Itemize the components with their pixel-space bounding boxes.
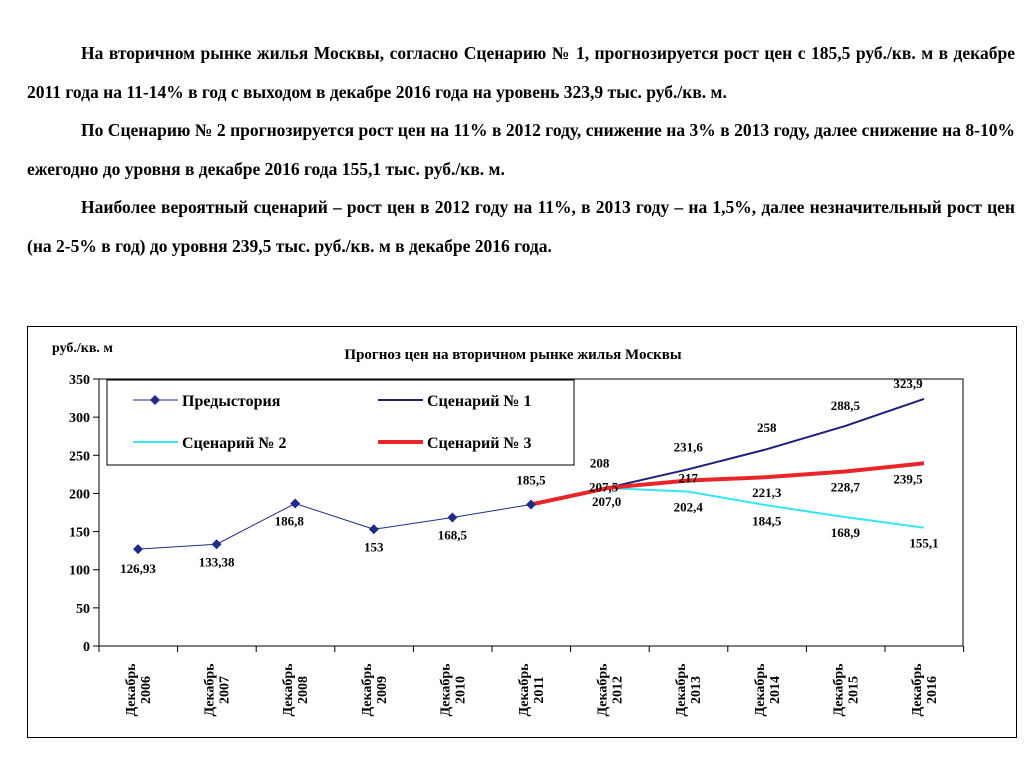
data-label: 168,9	[831, 525, 861, 540]
data-label: 202,4	[674, 500, 704, 515]
data-label: 153	[364, 539, 384, 554]
x-tick-label-month: Декабрь	[438, 663, 453, 717]
x-tick-label-year: 2015	[846, 676, 861, 704]
x-tick-label-year: 2014	[768, 676, 783, 704]
x-tick-label-year: 2006	[139, 676, 154, 704]
data-label: 208	[590, 455, 610, 470]
x-tick-label: Декабрь 2013	[674, 663, 704, 717]
data-label: 185,5	[516, 472, 546, 487]
paragraph-scenario-2: По Сценарию № 2 прогнозируется рост цен …	[27, 120, 1015, 179]
x-tick-label: Декабрь 2016	[910, 663, 940, 717]
x-tick-label-month: Декабрь	[124, 663, 139, 717]
x-tick-label-month: Декабрь	[831, 663, 846, 717]
x-tick-label: Декабрь 2009	[360, 663, 390, 717]
data-label: 155,1	[909, 536, 938, 551]
data-label: 168,5	[438, 527, 468, 542]
data-label: 221,3	[752, 485, 782, 500]
x-tick-label: Декабрь 2007	[203, 663, 233, 717]
plot-area	[98, 378, 964, 647]
legend-label: Предыстория	[182, 393, 281, 410]
data-label: 207,5	[589, 480, 619, 495]
legend-label: Сценарий № 1	[427, 393, 532, 410]
chart-frame: руб./кв. м Прогноз цен на вторичном рынк…	[27, 326, 1017, 738]
x-tick-label: Декабрь 2006	[124, 663, 154, 717]
x-tick-label: Декабрь 2014	[753, 663, 783, 717]
x-tick-label-month: Декабрь	[910, 663, 925, 717]
legend-entry: Сценарий № 2	[133, 435, 287, 452]
chart-legend: Предыстория Сценарий № 1 Сценарий № 2 Сцена…	[106, 379, 575, 466]
legend-label: Сценарий № 2	[182, 435, 287, 452]
data-label: 288,5	[831, 398, 861, 413]
x-tick-label-month: Декабрь	[753, 663, 768, 717]
data-label: 239,5	[893, 471, 923, 486]
body-text: На вторичном рынке жилья Москвы, согласн…	[27, 34, 1015, 265]
y-tick-label: 50	[76, 602, 90, 617]
data-point-marker	[368, 524, 379, 535]
x-tick-label-month: Декабрь	[360, 663, 375, 717]
y-axis-unit-label: руб./кв. м	[52, 341, 113, 356]
x-tick-label-year: 2016	[925, 676, 940, 704]
legend-entry: Предыстория	[133, 393, 281, 410]
x-tick-label-year: 2010	[453, 676, 468, 704]
data-label: 133,38	[199, 554, 235, 569]
data-label: 323,9	[893, 376, 923, 391]
data-label: 184,5	[752, 513, 782, 528]
y-tick-label: 350	[69, 373, 90, 388]
data-point-marker	[447, 512, 458, 523]
x-tick-label-year: 2011	[532, 676, 547, 703]
y-tick-label: 300	[69, 411, 90, 426]
price-forecast-chart: руб./кв. м Прогноз цен на вторичном рынк…	[52, 341, 965, 717]
x-tick-label: Декабрь 2015	[831, 663, 861, 717]
data-label: 217	[678, 470, 698, 485]
data-label: 126,93	[120, 561, 156, 576]
series-line	[530, 461, 925, 507]
x-tick-label-year: 2012	[611, 676, 626, 704]
y-tick-label: 0	[83, 640, 90, 655]
x-tick-label: Декабрь 2010	[438, 663, 468, 717]
x-tick-label-year: 2007	[218, 676, 233, 704]
series-line	[137, 502, 532, 550]
x-tick-label-month: Декабрь	[203, 663, 218, 717]
x-tick-label-month: Декабрь	[517, 663, 532, 717]
x-tick-label-month: Декабрь	[674, 663, 689, 717]
data-label: 258	[757, 420, 777, 435]
y-tick-label: 150	[69, 526, 90, 541]
chart-title: Прогноз цен на вторичном рынке жилья Мос…	[344, 347, 681, 363]
data-label: 207,0	[592, 494, 621, 509]
legend-marker	[150, 395, 160, 405]
y-tick-label: 200	[69, 487, 90, 502]
paragraph-scenario-3: Наиболее вероятный сценарий – рост цен в…	[27, 197, 1015, 256]
data-point-marker	[133, 544, 143, 555]
data-label: 186,8	[275, 513, 305, 528]
y-tick-label: 100	[69, 564, 90, 579]
data-point-marker	[290, 498, 301, 509]
x-tick-label-year: 2008	[296, 676, 311, 704]
legend-entry: Сценарий № 3	[378, 435, 532, 452]
x-tick-label: Декабрь 2012	[596, 663, 626, 717]
legend-box	[106, 379, 575, 466]
x-tick-label-year: 2009	[375, 676, 390, 704]
legend-label: Сценарий № 3	[427, 435, 532, 452]
data-point-marker	[211, 539, 222, 550]
paragraph-scenario-1: На вторичном рынке жилья Москвы, согласн…	[27, 43, 1015, 102]
x-tick-label: Декабрь 2008	[281, 663, 311, 717]
y-tick-label: 250	[69, 449, 90, 464]
x-tick-label-year: 2013	[689, 676, 704, 704]
x-tick-label-month: Декабрь	[281, 663, 296, 717]
x-tick-label: Декабрь 2011	[517, 663, 547, 717]
x-tick-label-month: Декабрь	[596, 663, 611, 717]
data-point-marker	[526, 499, 536, 510]
data-label: 228,7	[831, 480, 861, 495]
legend-entry: Сценарий № 1	[378, 393, 532, 410]
data-label: 231,6	[674, 439, 704, 454]
